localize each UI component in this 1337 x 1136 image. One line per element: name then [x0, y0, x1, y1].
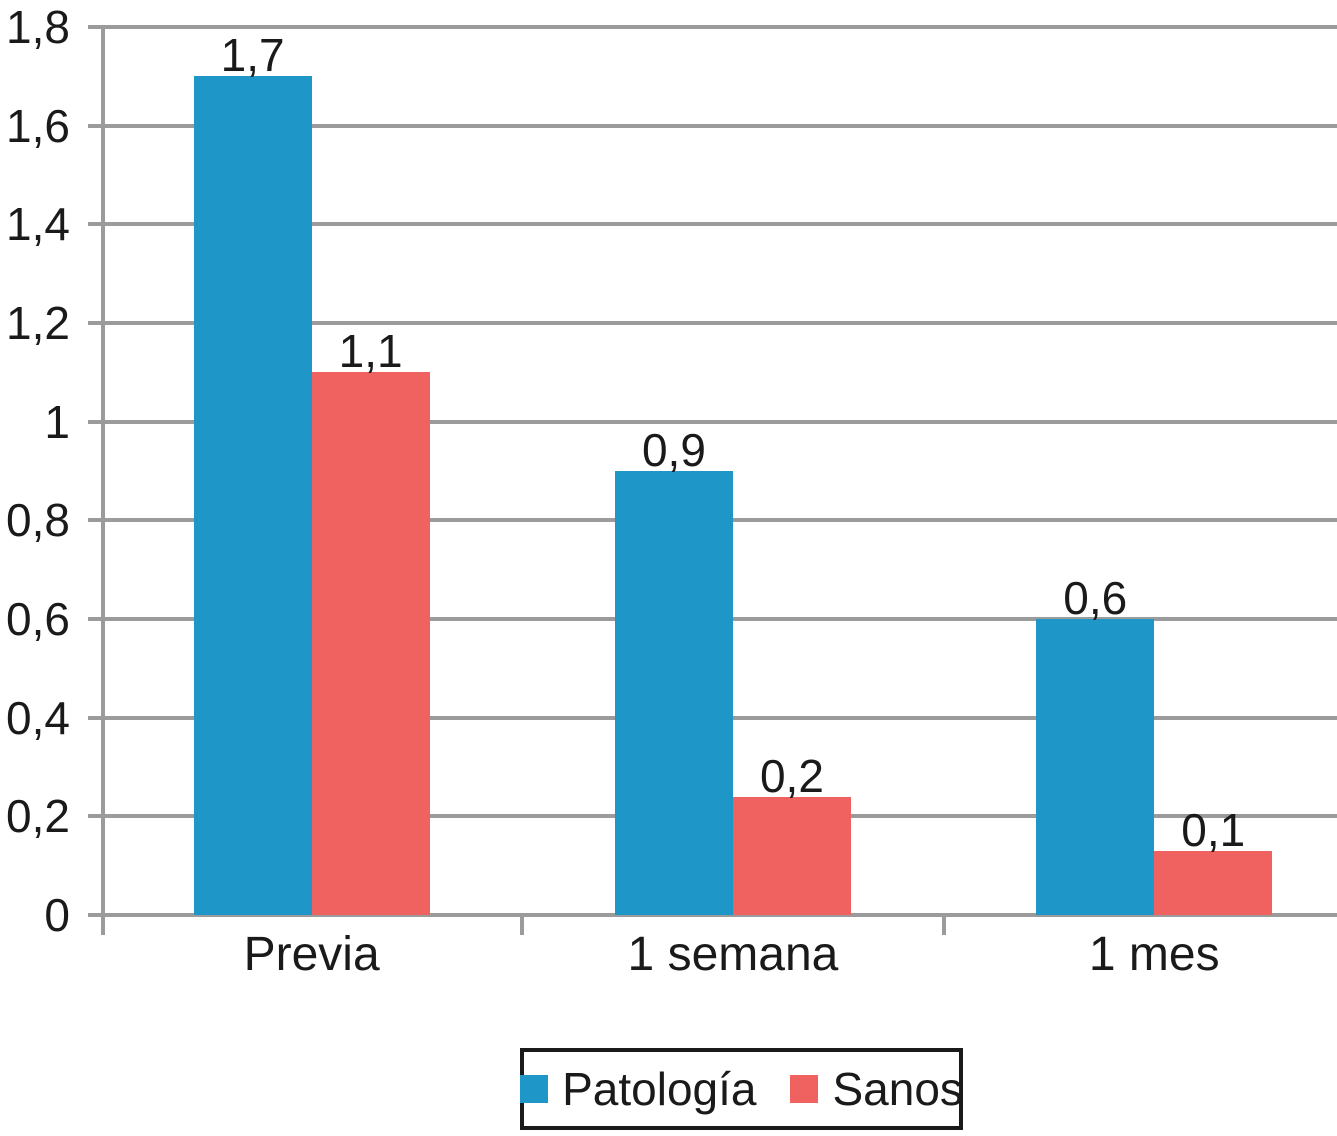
y-tick-label: 1,4: [6, 198, 70, 251]
x-axis-tick: [520, 915, 525, 935]
gridline: [88, 222, 1337, 227]
x-axis-label: 1 semana: [627, 928, 839, 981]
y-tick-label: 0,8: [6, 494, 70, 547]
y-tick-label: 1,8: [6, 1, 70, 53]
bar-sanos-1-semana: [732, 796, 851, 915]
bar-value-label: 0,2: [759, 749, 824, 802]
bar-value-label: 0,1: [1181, 803, 1246, 856]
bar-value-label: 1,7: [220, 29, 285, 82]
y-tick-label: 1,6: [6, 99, 70, 152]
y-tick-label: 0,2: [6, 790, 70, 843]
bar-value-label: 0,9: [641, 424, 706, 476]
x-axis-label: Previa: [243, 928, 380, 981]
gridline: [88, 913, 1337, 917]
gridline: [88, 321, 1337, 325]
y-tick-label: 0,6: [6, 593, 70, 645]
bar-value-label: 0,6: [1063, 572, 1128, 624]
legend-swatch-sanos: [790, 1075, 819, 1103]
gridline: [88, 25, 1337, 29]
legend-swatch-patologia: [520, 1075, 549, 1103]
gridline: [88, 419, 1337, 424]
legend: Patología Sanos: [520, 1048, 963, 1130]
y-axis-line: [101, 25, 105, 935]
gridline: [88, 123, 1337, 128]
legend-label-sanos: Sanos: [832, 1063, 963, 1115]
y-tick-label: 0: [44, 889, 70, 941]
x-axis-tick: [941, 915, 946, 935]
y-tick-label: 1,2: [6, 297, 70, 349]
y-tick-label: 1: [44, 395, 70, 448]
bar-value-label: 1,1: [338, 325, 403, 378]
x-axis-label: 1 mes: [1088, 928, 1220, 981]
bar-patologia-previa: [193, 76, 312, 915]
bar-sanos-1-mes: [1154, 850, 1273, 915]
bar-patologia-1-mes: [1036, 619, 1155, 915]
bar-sanos-previa: [311, 372, 430, 915]
bar-patologia-1-semana: [614, 471, 733, 915]
y-tick-label: 0,4: [6, 691, 70, 744]
legend-label-patologia: Patología: [562, 1063, 757, 1115]
